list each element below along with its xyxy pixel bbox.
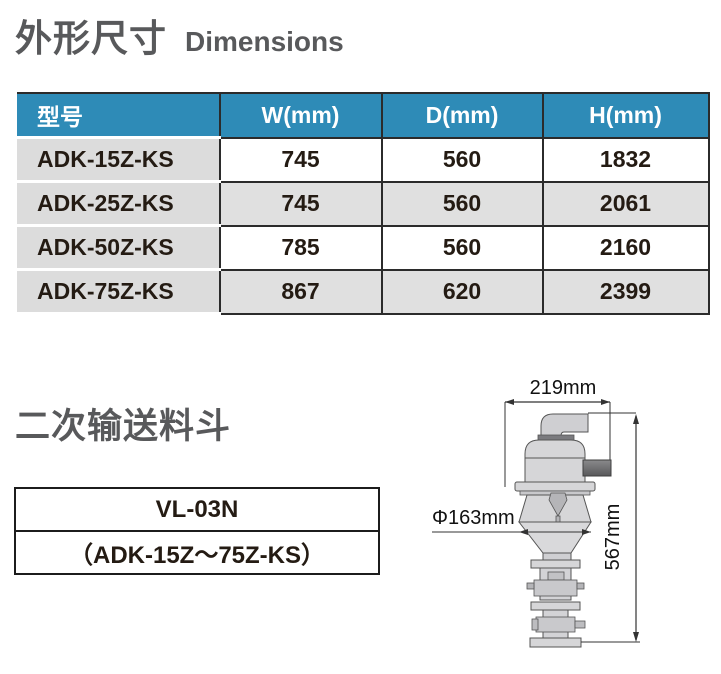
hopper-technical-drawing: 219mm [430, 372, 720, 674]
cell-d: 560 [380, 224, 544, 271]
table-row: ADK-15Z-KS 745 560 1832 [14, 136, 710, 183]
header-model: 型号 [14, 92, 221, 139]
section-dimensions-title: 外形尺寸 Dimensions [15, 8, 344, 62]
header-h: H(mm) [541, 92, 710, 139]
section-title-zh: 二次输送料斗 [15, 407, 232, 446]
cell-w: 785 [218, 224, 383, 271]
hopper-applicable-models-cell: （ADK-15Z～75Z-KS） [14, 530, 380, 575]
section-title-zh: 外形尺寸 [15, 18, 167, 59]
diameter-dimension: Φ163mm [432, 507, 591, 535]
cell-model: ADK-15Z-KS [14, 136, 221, 183]
cell-w: 745 [218, 180, 383, 227]
table-header-row: 型号 W(mm) D(mm) H(mm) [14, 92, 710, 139]
cell-model: ADK-25Z-KS [14, 180, 221, 227]
diameter-dimension-label: Φ163mm [432, 507, 515, 529]
cell-d: 620 [380, 268, 544, 315]
valve-stem [555, 515, 561, 523]
header-d: D(mm) [380, 92, 544, 139]
hopper-body [514, 413, 612, 648]
cell-model: ADK-75Z-KS [14, 268, 221, 315]
table-row: ADK-25Z-KS 745 560 2061 [14, 180, 710, 227]
height-dimension-label: 567mm [602, 504, 624, 571]
table-row: VL-03N [14, 487, 380, 532]
cell-h: 1832 [541, 136, 710, 183]
width-dimension: 219mm [504, 377, 611, 487]
bottom-flange [529, 637, 582, 648]
dimensions-table: 型号 W(mm) D(mm) H(mm) ADK-15Z-KS 745 560 … [14, 92, 710, 315]
clamp [533, 579, 578, 597]
toggle-clamp-handle [574, 620, 586, 629]
table-row: （ADK-15Z～75Z-KS） [14, 530, 380, 575]
section-hopper-title: 二次输送料斗 [15, 398, 231, 449]
cell-h: 2061 [541, 180, 710, 227]
valve-detail [548, 492, 568, 517]
toggle-clamp [535, 616, 576, 633]
cell-h: 2399 [541, 268, 710, 315]
tube-a-top-detail [547, 571, 565, 581]
cell-model: ADK-50Z-KS [14, 224, 221, 271]
cone [517, 521, 592, 554]
clamp-bolt-left [526, 582, 535, 590]
height-dimension: 567mm [602, 414, 639, 642]
width-dimension-label: 219mm [530, 377, 597, 399]
table-row: ADK-75Z-KS 867 620 2399 [14, 268, 710, 315]
cell-d: 560 [380, 136, 544, 183]
cell-h: 2160 [541, 224, 710, 271]
clamp-bolt-right [576, 582, 585, 590]
flange-plate-1 [530, 559, 581, 569]
table-row: ADK-50Z-KS 785 560 2160 [14, 224, 710, 271]
cell-w: 745 [218, 136, 383, 183]
lid [524, 439, 586, 459]
cell-d: 560 [380, 180, 544, 227]
side-connector [582, 459, 612, 477]
toggle-clamp-cap [531, 618, 539, 631]
section-title-en: Dimensions [185, 26, 344, 57]
header-w: W(mm) [218, 92, 383, 139]
cell-w: 867 [218, 268, 383, 315]
hopper-model-table: VL-03N （ADK-15Z～75Z-KS） [14, 487, 380, 575]
neck [542, 552, 572, 561]
flange-band [514, 481, 596, 492]
hopper-model-cell: VL-03N [14, 487, 380, 532]
flange-plate-2 [530, 601, 581, 611]
canister [524, 457, 586, 483]
